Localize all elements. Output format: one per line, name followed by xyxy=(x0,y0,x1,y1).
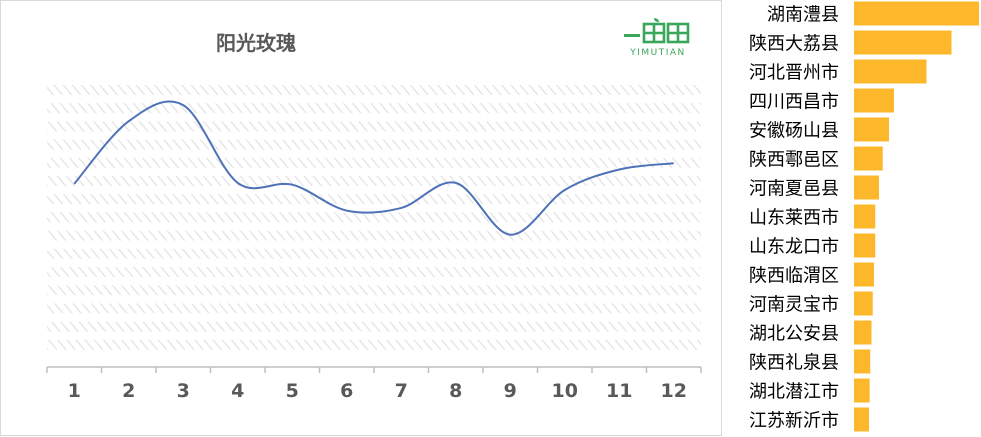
bar-category-label: 安徽砀山县 xyxy=(749,121,839,142)
x-tick-label: 10 xyxy=(552,380,578,402)
hatch-band xyxy=(47,121,701,132)
series-line xyxy=(73,100,674,236)
bar-chart: 湖南澧县陕西大荔县河北晋州市四川西昌市安徽砀山县陕西鄠邑区河南夏邑县山东莱西市山… xyxy=(749,1,979,432)
bar xyxy=(854,233,876,258)
hatch-band xyxy=(47,267,701,277)
bar-category-label: 陕西礼泉县 xyxy=(749,353,839,374)
x-tick-label: 7 xyxy=(395,380,408,402)
hatch-band xyxy=(47,339,701,350)
x-tick-label: 6 xyxy=(340,380,353,402)
hatch-band xyxy=(47,248,701,259)
bar-category-label: 四川西昌市 xyxy=(749,92,839,113)
x-tick-label: 5 xyxy=(286,380,299,402)
chart-title: 阳光玫瑰 xyxy=(216,31,296,55)
bar xyxy=(854,175,879,200)
bar xyxy=(854,378,870,403)
line-chart-panel: 1 2 3 4 5 6 7 8 9 10 11 12 阳光玫瑰 YIMUTIAN xyxy=(0,0,722,436)
line-chart: 1 2 3 4 5 6 7 8 9 10 11 12 xyxy=(46,85,702,402)
hatch-band xyxy=(47,285,701,296)
bar xyxy=(854,59,927,84)
logo-text: YIMUTIAN xyxy=(630,48,686,58)
bar-category-label: 河南灵宝市 xyxy=(749,295,839,316)
bar-category-label: 湖北潜江市 xyxy=(749,382,839,403)
bar xyxy=(854,1,979,26)
bar xyxy=(854,320,872,345)
bar xyxy=(854,146,883,171)
x-tick-label: 8 xyxy=(449,380,462,402)
x-tick-label: 9 xyxy=(504,380,517,402)
x-tick-label: 3 xyxy=(177,380,190,402)
bar-category-label: 湖南澧县 xyxy=(767,5,839,26)
hatch-band xyxy=(47,230,701,241)
hatch-band xyxy=(47,212,701,223)
bar-category-label: 河南夏邑县 xyxy=(749,179,839,200)
bar xyxy=(854,407,869,432)
bar-category-label: 陕西鄠邑区 xyxy=(749,150,839,171)
bar-category-label: 山东莱西市 xyxy=(749,208,839,229)
bar-category-label: 湖北公安县 xyxy=(749,324,839,345)
hatch-band xyxy=(47,103,701,114)
hatch-band xyxy=(47,194,701,205)
x-tick-label: 12 xyxy=(661,380,687,402)
bar xyxy=(854,349,871,374)
hatch-band xyxy=(47,176,701,186)
bar xyxy=(854,30,952,55)
x-tick-label: 2 xyxy=(122,380,135,402)
hatch-band xyxy=(47,85,701,95)
bar-category-label: 陕西临渭区 xyxy=(749,266,839,287)
bar-chart-panel: 湖南澧县陕西大荔县河北晋州市四川西昌市安徽砀山县陕西鄠邑区河南夏邑县山东莱西市山… xyxy=(722,0,981,437)
bar-category-label: 陕西大荔县 xyxy=(749,34,839,55)
bar xyxy=(854,291,873,316)
bar xyxy=(854,204,876,229)
hatch-band xyxy=(47,139,701,150)
x-tick-label: 11 xyxy=(606,380,632,402)
hatch-band xyxy=(47,321,701,332)
yimutian-logo-icon: YIMUTIAN xyxy=(621,17,701,61)
bar-category-label: 江苏新沂市 xyxy=(749,411,839,432)
bar xyxy=(854,88,894,113)
bar-category-label: 山东龙口市 xyxy=(749,237,839,258)
bar xyxy=(854,262,874,287)
bar xyxy=(854,117,889,142)
x-tick-label: 1 xyxy=(68,380,81,402)
hatch-band xyxy=(47,303,701,314)
hatch-band xyxy=(47,157,701,168)
x-tick-label: 4 xyxy=(231,380,244,402)
bar-category-label: 河北晋州市 xyxy=(749,63,839,84)
